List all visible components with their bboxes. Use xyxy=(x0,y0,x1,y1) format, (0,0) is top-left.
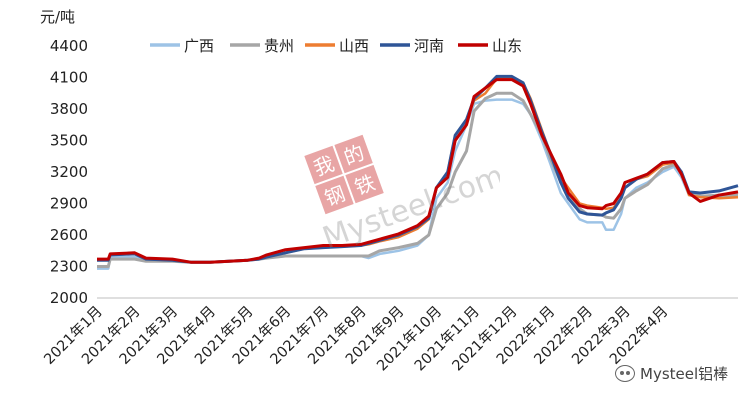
legend-label: 广西 xyxy=(184,37,214,55)
series-line xyxy=(97,77,739,264)
source-logo: Mysteel铝棒 xyxy=(615,360,740,386)
y-tick-label: 4400 xyxy=(50,37,88,55)
y-tick-label: 3200 xyxy=(50,163,88,181)
x-tick-label: 2021年10月 xyxy=(374,303,446,375)
y-unit-label: 元/吨 xyxy=(40,8,76,26)
y-tick-label: 2600 xyxy=(50,226,88,244)
y-tick-label: 3500 xyxy=(50,132,88,150)
y-tick-label: 4100 xyxy=(50,69,88,87)
legend-label: 贵州 xyxy=(264,37,294,55)
y-tick-label: 3800 xyxy=(50,100,88,118)
y-tick-label: 2000 xyxy=(50,289,88,307)
legend-label: 山西 xyxy=(339,37,369,55)
legend: 广西 贵州 山西 河南 山东 xyxy=(150,37,522,55)
series-line xyxy=(97,78,739,264)
series-lines xyxy=(97,74,739,270)
series-line xyxy=(97,74,739,264)
legend-label: 山东 xyxy=(492,37,522,55)
wechat-icon xyxy=(615,364,635,382)
series-line xyxy=(97,91,738,268)
x-tick-label: 2021年12月 xyxy=(449,303,521,375)
y-axis: 2000 2300 2600 2900 3200 3500 3800 4100 4400 xyxy=(50,37,88,307)
y-tick-label: 2300 xyxy=(50,258,88,276)
source-logo-text: Mysteel铝棒 xyxy=(640,364,729,383)
x-tick-label: 2021年11月 xyxy=(411,303,483,375)
legend-label: 河南 xyxy=(414,37,444,55)
y-tick-label: 2900 xyxy=(50,195,88,213)
